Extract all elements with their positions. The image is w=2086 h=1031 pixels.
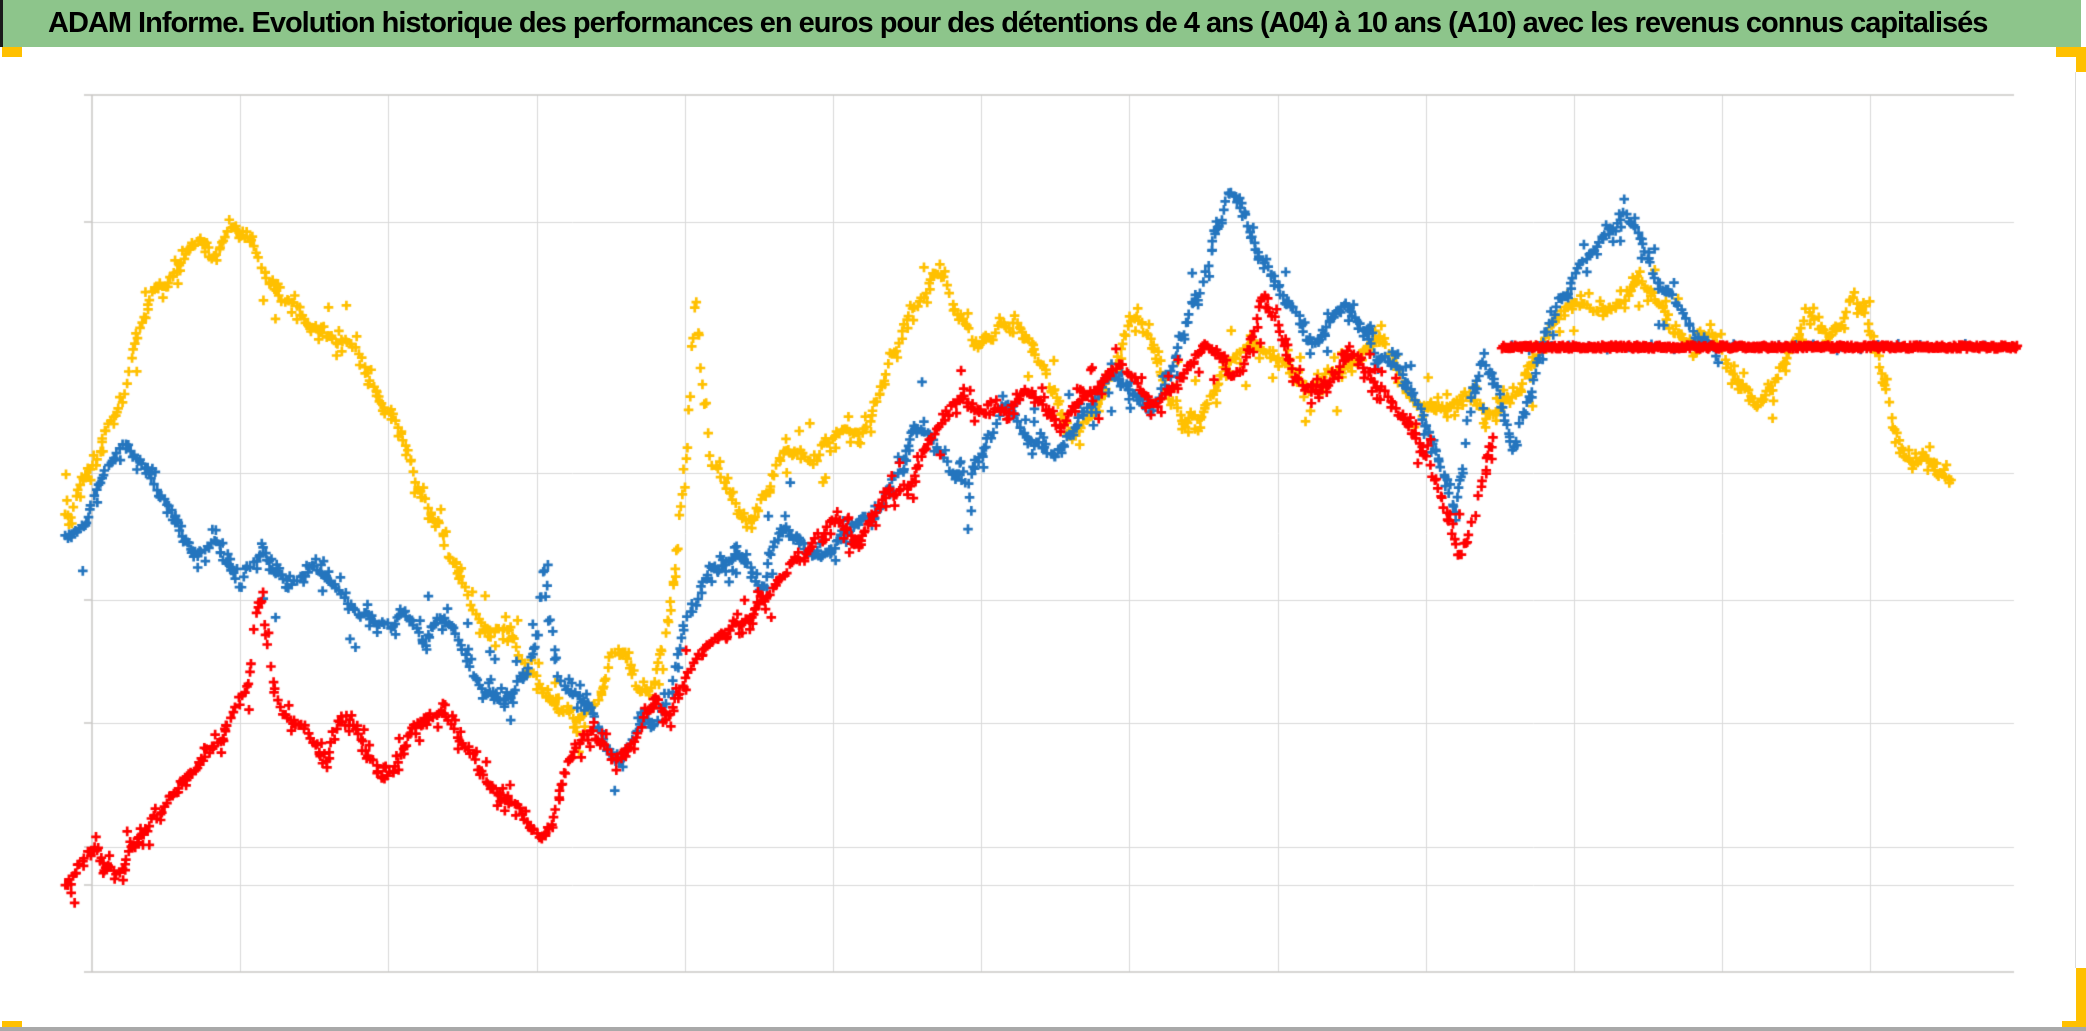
performance-scatter-chart — [0, 0, 2086, 1031]
window: ADAM Informe. Evolution historique des p… — [0, 0, 2086, 1031]
